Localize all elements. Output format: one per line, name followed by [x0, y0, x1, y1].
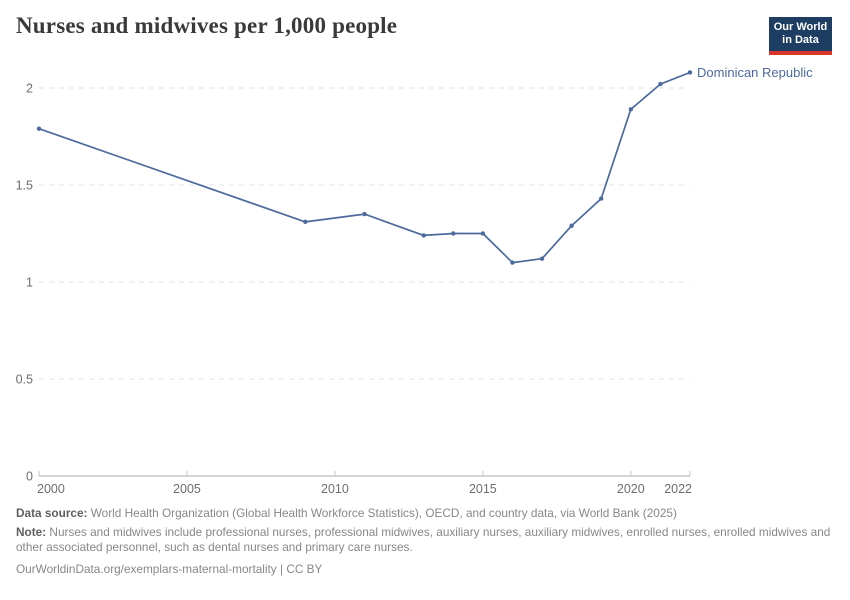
data-point-marker: [36, 126, 42, 131]
note-label: Note:: [16, 525, 47, 540]
y-tick-label: 1.5: [16, 179, 33, 193]
x-tick-label: 2005: [173, 482, 201, 496]
data-point-marker: [569, 223, 574, 228]
x-tick-label: 2000: [37, 482, 65, 496]
owid-logo-line1: Our World: [773, 21, 828, 33]
data-point-marker: [480, 231, 486, 236]
data-point-marker: [451, 231, 456, 236]
data-point-marker: [362, 211, 367, 217]
data-source-line: Data source: World Health Organization (…: [16, 506, 834, 521]
x-tick-label: 2010: [321, 482, 349, 496]
x-tick-label: 2022: [664, 482, 692, 496]
x-tick-label: 2015: [469, 482, 497, 496]
data-source-label: Data source:: [16, 506, 88, 520]
owid-logo[interactable]: Our World in Data: [769, 17, 832, 55]
y-tick-label: 0: [26, 470, 33, 484]
note-text: Nurses and midwives include professional…: [16, 525, 831, 555]
data-point-marker: [421, 233, 426, 238]
data-line: [38, 71, 691, 264]
citation-line: OurWorldinData.org/exemplars-maternal-mo…: [16, 562, 323, 577]
y-tick-label: 2: [26, 82, 33, 96]
data-point-marker: [628, 107, 634, 112]
y-tick-label: 0.5: [16, 373, 33, 387]
data-source-text: World Health Organization (Global Health…: [87, 506, 677, 520]
note-line: Note: Nurses and midwives include profes…: [16, 525, 834, 555]
page-title: Nurses and midwives per 1,000 people: [16, 13, 398, 38]
owid-logo-line2: in Data: [782, 34, 819, 47]
series-label: Dominican Republic: [697, 65, 813, 80]
x-tick-label: 2020: [617, 482, 645, 496]
data-point-marker: [599, 196, 604, 201]
data-point-marker: [539, 256, 545, 261]
data-point-marker: [658, 81, 663, 87]
data-point-marker: [303, 219, 308, 225]
y-tick-label: 1: [26, 276, 33, 290]
data-point-marker: [510, 260, 515, 265]
chart-footer: Data source: World Health Organization (…: [16, 506, 834, 581]
data-point-marker: [687, 70, 693, 75]
line-chart: 0 0.5 1 1.5 2 2000 2005 2010 2015 2020 2022 Dominic…: [16, 65, 814, 496]
